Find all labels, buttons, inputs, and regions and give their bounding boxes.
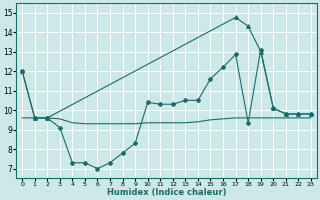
X-axis label: Humidex (Indice chaleur): Humidex (Indice chaleur) xyxy=(107,188,226,197)
